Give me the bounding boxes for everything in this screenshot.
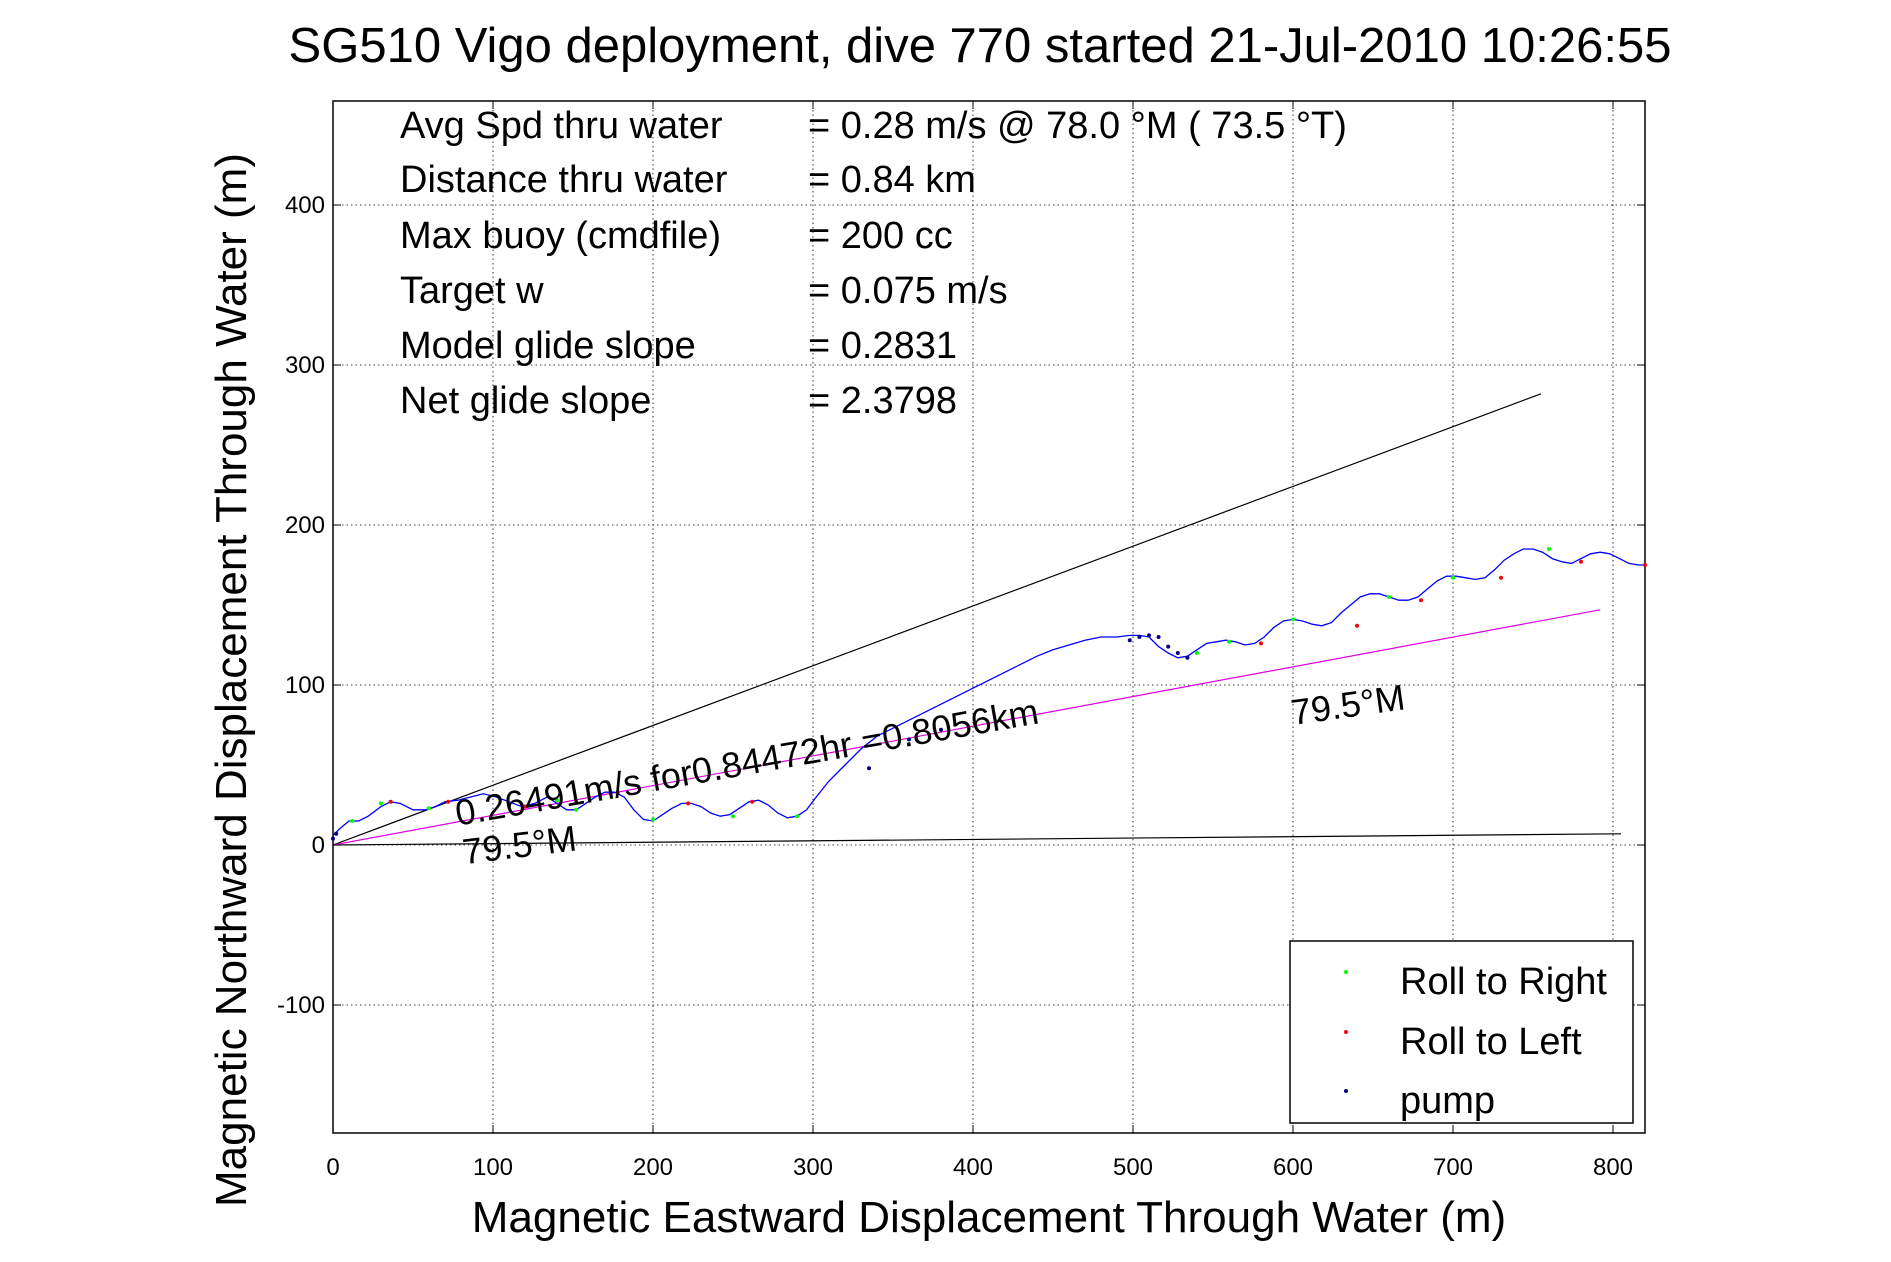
marker-point xyxy=(651,817,655,822)
marker-point xyxy=(1547,547,1551,551)
tick-marks xyxy=(332,101,1645,1133)
y-axis-label: Magnetic Northward Displacement Through … xyxy=(207,153,256,1207)
legend: Roll to Right Roll to Left pump xyxy=(1289,940,1634,1124)
marker-point xyxy=(1227,639,1231,644)
marker-point xyxy=(331,836,335,841)
markers xyxy=(331,547,1647,841)
stat-label: Distance thru water xyxy=(400,159,728,201)
x-tick-label: 600 xyxy=(1273,1154,1313,1181)
marker-point xyxy=(1147,633,1151,638)
marker-point xyxy=(1419,598,1423,603)
marker-point xyxy=(1643,563,1647,567)
marker-point xyxy=(427,806,431,811)
y-tick-label: 300 xyxy=(285,352,325,379)
marker-point xyxy=(388,799,393,804)
marker-point xyxy=(523,804,527,809)
marker-point xyxy=(574,807,579,812)
stats-text-block: Avg Spd thru water = 0.28 m/s @ 78.0 °M (… xyxy=(400,105,1347,422)
marker-point xyxy=(1195,651,1199,655)
marker-point xyxy=(795,814,799,819)
marker-point xyxy=(350,819,355,823)
marker-point xyxy=(1291,617,1295,622)
legend-label-pump: pump xyxy=(1400,1080,1495,1122)
x-tick-label: 700 xyxy=(1433,1154,1473,1181)
marker-point xyxy=(1499,575,1503,580)
stat-value: = 0.84 km xyxy=(808,159,976,201)
marker-point xyxy=(1175,651,1180,655)
marker-point xyxy=(1127,638,1132,643)
x-tick-label: 400 xyxy=(953,1154,993,1181)
marker-point xyxy=(907,737,911,742)
marker-point xyxy=(686,801,691,806)
reference-line xyxy=(332,393,1542,846)
x-tick-label: 200 xyxy=(633,1154,673,1181)
marker-point xyxy=(1259,641,1263,646)
marker-point xyxy=(750,799,755,804)
stat-label: Target w xyxy=(400,270,544,312)
x-axis-label: Magnetic Eastward Displacement Through W… xyxy=(472,1193,1506,1242)
stat-value: = 0.075 m/s xyxy=(808,270,1008,312)
reference-lines xyxy=(332,393,1622,846)
track-line xyxy=(332,548,1645,836)
stat-label: Net glide slope xyxy=(400,380,651,422)
reference-line xyxy=(332,609,1601,846)
track-lines xyxy=(332,548,1645,836)
stat-value: = 2.3798 xyxy=(808,380,957,422)
plot-area: 0 100 200 300 400 500 600 700 800 -100 0 100 200 300 4… xyxy=(277,100,1647,1181)
marker-point xyxy=(1185,655,1190,660)
stat-label: Model glide slope xyxy=(400,325,696,367)
stat-label: Avg Spd thru water xyxy=(400,105,723,147)
marker-point xyxy=(939,727,943,732)
y-tick-label: -100 xyxy=(277,992,325,1019)
stat-value: = 0.2831 xyxy=(808,325,957,367)
marker-point xyxy=(1166,644,1171,649)
legend-marker-pump xyxy=(1344,1089,1348,1093)
legend-marker-roll-left xyxy=(1344,1030,1348,1034)
legend-label-roll-left: Roll to Left xyxy=(1400,1021,1582,1063)
x-tick-label: 0 xyxy=(326,1154,339,1181)
marker-point xyxy=(1156,635,1161,639)
tick-labels: 0 100 200 300 400 500 600 700 800 -100 0 100 200 300 4… xyxy=(277,192,1633,1181)
marker-point xyxy=(731,814,735,819)
marker-point xyxy=(1387,595,1391,599)
marker-point xyxy=(446,799,451,804)
chart-title: SG510 Vigo deployment, dive 770 started … xyxy=(289,19,1672,73)
x-tick-label: 800 xyxy=(1593,1154,1633,1181)
y-tick-label: 400 xyxy=(285,192,325,219)
x-tick-label: 100 xyxy=(473,1154,513,1181)
marker-point xyxy=(379,801,383,806)
marker-point xyxy=(1451,575,1455,580)
stat-value: = 0.28 m/s @ 78.0 °M ( 73.5 °T) xyxy=(808,105,1347,147)
stat-value: = 200 cc xyxy=(808,215,953,257)
marker-point xyxy=(615,790,620,795)
marker-point xyxy=(1355,623,1359,628)
y-tick-label: 200 xyxy=(285,512,325,539)
marker-point xyxy=(334,831,339,836)
marker-point xyxy=(1579,559,1583,564)
legend-marker-roll-right xyxy=(1344,970,1348,974)
x-tick-label: 300 xyxy=(793,1154,833,1181)
stat-label: Max buoy (cmdfile) xyxy=(400,215,721,257)
legend-label-roll-right: Roll to Right xyxy=(1400,961,1607,1003)
marker-point xyxy=(555,798,559,803)
y-tick-label: 100 xyxy=(285,672,325,699)
y-tick-label: 0 xyxy=(312,832,325,859)
x-tick-label: 500 xyxy=(1113,1154,1153,1181)
marker-point xyxy=(867,766,871,771)
reference-line xyxy=(332,833,1622,846)
marker-point xyxy=(1137,635,1142,639)
